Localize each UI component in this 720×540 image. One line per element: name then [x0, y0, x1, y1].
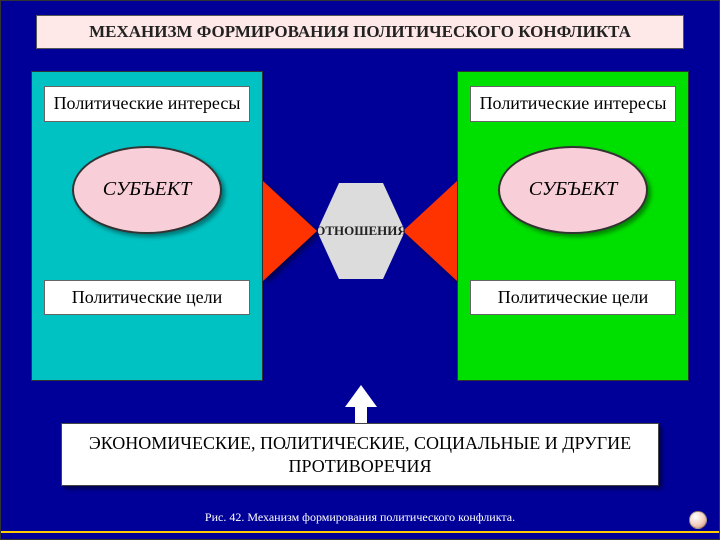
right-top-label: Политические интересы [470, 86, 676, 122]
up-arrow-stem-icon [355, 406, 367, 424]
arrow-right-icon [263, 181, 317, 281]
accent-line [1, 531, 719, 533]
right-bottom-label: Политические цели [470, 280, 676, 316]
left-bottom-label: Политические цели [44, 280, 250, 316]
up-arrow-head-icon [345, 385, 377, 407]
left-panel: Политические интересы СУБЪЕКТ Политическ… [31, 71, 263, 381]
right-panel: Политические интересы СУБЪЕКТ Политическ… [457, 71, 689, 381]
corner-decoration-icon [689, 511, 707, 529]
left-subject-ellipse: СУБЪЕКТ [72, 146, 222, 234]
diagram-title: МЕХАНИЗМ ФОРМИРОВАНИЯ ПОЛИТИЧЕСКОГО КОНФ… [36, 15, 684, 49]
left-top-label: Политические интересы [44, 86, 250, 122]
arrow-left-icon [403, 181, 457, 281]
bottom-box: ЭКОНОМИЧЕСКИЕ, ПОЛИТИЧЕСКИЕ, СОЦИАЛЬНЫЕ … [61, 423, 659, 486]
right-subject-ellipse: СУБЪЕКТ [498, 146, 648, 234]
center-hexagon: ОТНОШЕНИЯ [317, 183, 405, 279]
figure-caption: Рис. 42. Механизм формирования политичес… [1, 510, 719, 525]
